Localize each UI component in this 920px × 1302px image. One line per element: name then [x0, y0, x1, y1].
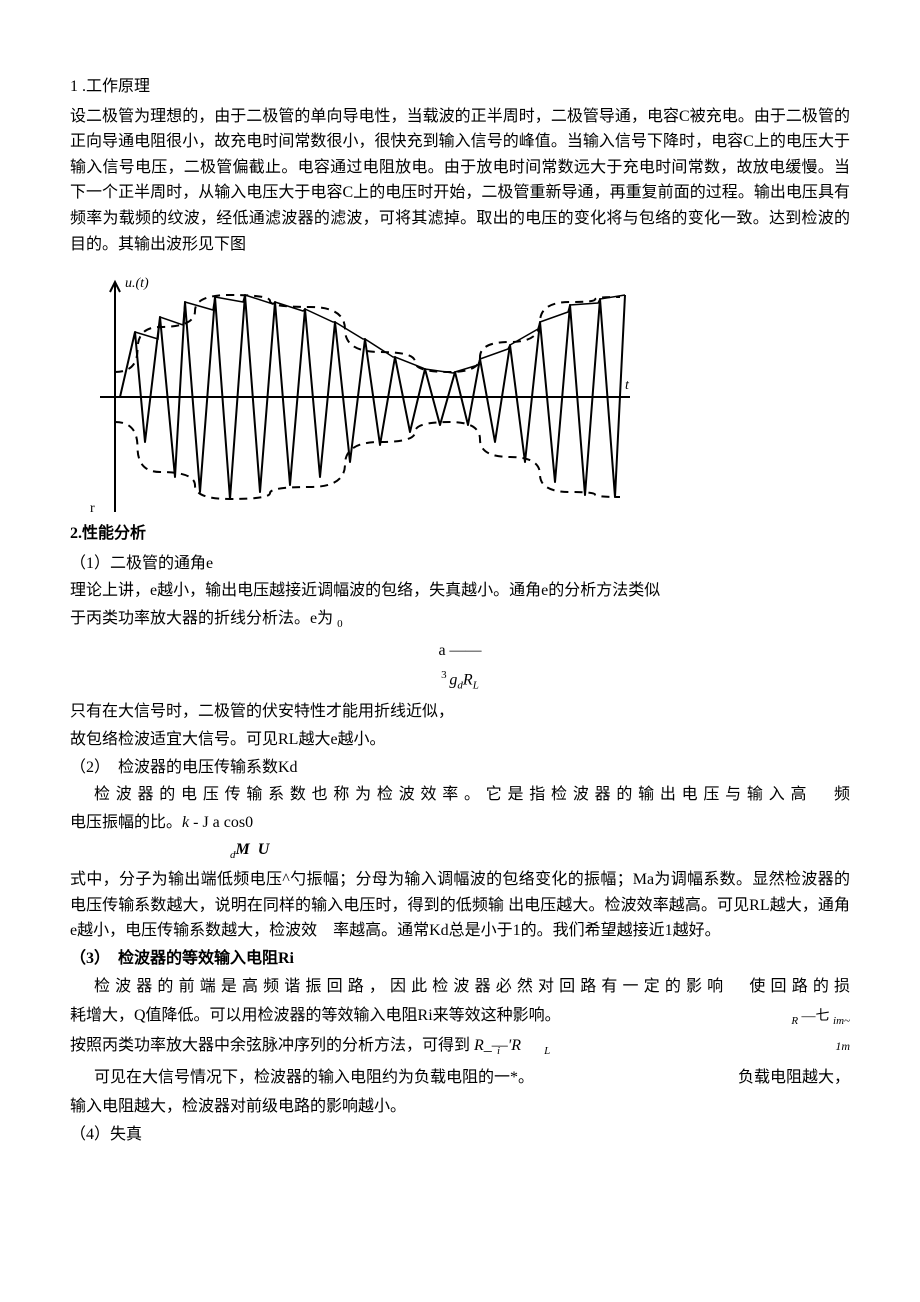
formula1-b4: R [463, 672, 473, 689]
s2-sub3-p4: 输入电阻越大，检波器对前级电路的影响越小。 [70, 1094, 850, 1120]
s2-sub2-title: （2） 检波器的电压传输系数Kd [70, 755, 850, 781]
s2-sub1-p2a: 于丙类功率放大器的折线分析法。e为 [70, 610, 337, 627]
s2-sub3-row2: 按照丙类功率放大器中余弦脉冲序列的分析方法，可得到 R_—'R i L 1m [70, 1031, 850, 1063]
s2-sub2-formula2: dM U [70, 837, 850, 865]
s2-sub2-formula-line: 电压振幅的比。k - J a cos0 [70, 810, 850, 836]
waveform-diagram: u.(t) t r [80, 267, 640, 517]
svg-text:r: r [90, 501, 95, 516]
s2-sub1-p2: 于丙类功率放大器的折线分析法。e为 0 [70, 606, 850, 634]
s2-sub3-p3a: 可见在大信号情况下，检波器的输入电阻约为负载电阻的一*。 [70, 1065, 534, 1091]
svg-text:u.(t): u.(t) [125, 276, 149, 291]
formula1-line1: a —— [70, 638, 850, 664]
formula1-line2: 3 gdRL [70, 667, 850, 695]
s1-paragraph: 设二极管为理想的，由于二极管的单向导电性，当载波的正半周时，二极管导通，电容C被… [70, 104, 850, 258]
s2-sub3-f2c: 'R [508, 1037, 521, 1054]
s2-sub1-p2b: 0 [337, 618, 343, 630]
s2-sub3-p2-line: 按照丙类功率放大器中余弦脉冲序列的分析方法，可得到 R_—'R i L [70, 1033, 815, 1061]
s1-title: 1 .工作原理 [70, 74, 850, 100]
s2-sub3-right1b: —七 [798, 1009, 833, 1024]
s2-sub4-title: （4）失真 [70, 1122, 850, 1148]
s2-sub2-formula-b: - J a cos0 [189, 814, 253, 831]
s2-sub3-p1b: 耗增大，Q值降低。可以用检波器的等效输入电阻Ri来等效这种影响。 [70, 1003, 771, 1029]
s2-sub2-formula2-b: M U [236, 841, 272, 858]
s2-sub3-right1c: im~ [833, 1015, 850, 1027]
s2-sub3-row1: 耗增大，Q值降低。可以用检波器的等效输入电阻Ri来等效这种影响。 R —七 im… [70, 1001, 850, 1031]
s2-sub2-p2a: 电压振幅的比。 [70, 814, 182, 831]
s2-sub3-f2-sub1: i [497, 1045, 500, 1057]
s2-sub3-f2a: R_ [474, 1037, 492, 1054]
s2-sub3-p3b: 负载电阻越大， [738, 1065, 850, 1091]
s2-sub1-title: （1）二极管的通角e [70, 551, 850, 577]
s2-sub1-p4: 故包络检波适宜大信号。可见RL越大e越小。 [70, 727, 850, 753]
svg-text:t: t [625, 378, 630, 393]
s2-sub3-row3: 可见在大信号情况下，检波器的输入电阻约为负载电阻的一*。 负载电阻越大， [70, 1063, 850, 1093]
s2-sub3-p1a: 检波器的前端是高频谐振回路，因此检波器必然对回路有一定的影响 使回路的损 [70, 974, 850, 1000]
s2-sub1-p3: 只有在大信号时，二极管的伏安特性才能用折线近似， [70, 699, 850, 725]
s2-sub2-p1: 检波器的电压传输系数也称为检波效率。它是指检波器的输出电压与输入高 频 [70, 782, 850, 808]
s2-sub1-p1: 理论上讲，e越小，输出电压越接近调幅波的包络，失真越小。通角e的分析方法类似 [70, 578, 850, 604]
formula1-b5: L [473, 680, 479, 692]
s2-sub3-right1: R —七 im~ [791, 1006, 850, 1030]
s2-sub3-f2-sub2: L [544, 1045, 550, 1057]
s2-sub3-p2: 按照丙类功率放大器中余弦脉冲序列的分析方法，可得到 [70, 1037, 474, 1054]
s2-sub2-p3: 式中，分子为输出端低频电压^勺振幅；分母为输入调幅波的包络变化的振幅；Ma为调幅… [70, 867, 850, 944]
formula1-a: a —— [438, 642, 481, 659]
s2-sub3-title: （3） 检波器的等效输入电阻Ri [70, 946, 850, 972]
doc-body: 1 .工作原理 设二极管为理想的，由于二极管的单向导电性，当载波的正半周时，二极… [70, 74, 850, 1147]
s2-sub3-right2: 1m [835, 1037, 850, 1056]
s2-title: 2.性能分析 [70, 521, 850, 547]
